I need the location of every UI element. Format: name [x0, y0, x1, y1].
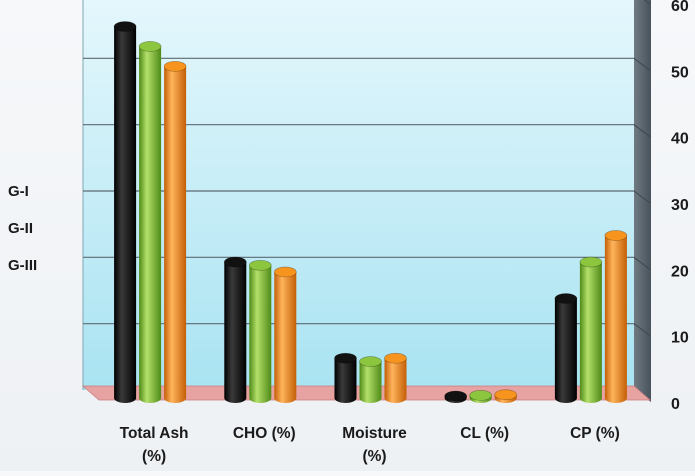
bar: [384, 352, 407, 403]
bar-top: [163, 61, 187, 72]
bar-top: [494, 389, 518, 400]
bar-top: [469, 390, 493, 401]
bar: [604, 230, 628, 403]
y-tick-label: 60: [671, 0, 689, 15]
bar-body: [114, 26, 137, 404]
bar-top: [604, 230, 628, 241]
bar: [273, 266, 297, 403]
bar-body: [249, 265, 272, 403]
x-axis-category-labels: Total Ash (%) CHO (%) Moisture (%) CL (%) CP (…: [120, 425, 620, 465]
bar-top: [248, 260, 272, 271]
gridline-side: [633, 256, 651, 270]
gridline-side: [633, 124, 651, 138]
bar-body: [384, 358, 407, 403]
bar: [579, 256, 603, 403]
bar: [444, 390, 468, 403]
legend-entry: G-III: [8, 257, 37, 274]
bar-body: [359, 361, 382, 403]
legend: G-I G-II G-III: [8, 183, 37, 274]
y-tick-label: 30: [671, 197, 689, 214]
x-tick-label: Total Ash: [120, 425, 189, 442]
y-tick-label: 0: [671, 396, 680, 413]
bar-body: [164, 66, 187, 403]
x-tick-label: CP (%): [570, 425, 620, 442]
bar-top: [554, 293, 578, 304]
bar-body: [334, 358, 357, 403]
y-tick-label: 40: [671, 131, 689, 148]
bar-top: [579, 256, 603, 268]
x-tick-label: (%): [362, 448, 386, 465]
bar: [494, 389, 518, 403]
legend-entry: G-II: [8, 220, 33, 237]
x-tick-label: CL (%): [460, 425, 509, 442]
side-wall: [634, 0, 651, 402]
gridline-side: [633, 57, 651, 71]
bar-top: [273, 266, 297, 278]
bar-top: [384, 352, 407, 364]
bar-top: [359, 356, 382, 367]
bar: [359, 356, 382, 403]
bar: [163, 61, 187, 403]
bar-body: [139, 46, 162, 403]
bar: [113, 21, 137, 404]
gridline-side: [643, 0, 651, 5]
bar-body: [224, 262, 247, 403]
bar: [138, 41, 162, 403]
bar-body: [579, 262, 602, 403]
x-tick-label: (%): [142, 448, 166, 465]
y-tick-label: 10: [671, 330, 689, 347]
gridline-side: [633, 323, 651, 337]
bar: [469, 390, 493, 403]
y-axis-tick-labels: 0 10 20 30 40 50 60: [671, 0, 689, 413]
legend-entry: G-I: [8, 183, 29, 200]
bar-top: [113, 21, 137, 32]
gridline-side: [633, 190, 651, 204]
bar: [224, 256, 247, 403]
bar-body: [274, 271, 297, 403]
x-tick-label: Moisture: [342, 425, 407, 442]
bar: [248, 260, 272, 403]
bar: [554, 293, 578, 403]
y-tick-label: 20: [671, 263, 689, 280]
bar-top: [138, 41, 162, 52]
bar-body: [554, 298, 577, 403]
bar-body: [604, 235, 627, 403]
bar-top: [224, 256, 247, 268]
bar-series-group: [113, 21, 628, 404]
x-tick-label: CHO (%): [233, 425, 296, 442]
bar: [334, 352, 357, 403]
y-tick-label: 50: [671, 64, 689, 81]
bar-top: [444, 390, 468, 402]
bar-top: [334, 352, 357, 364]
